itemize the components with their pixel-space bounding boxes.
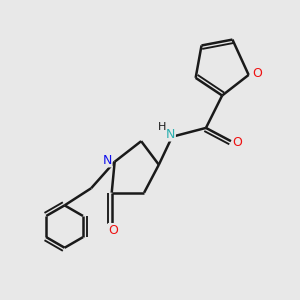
Text: O: O: [232, 136, 242, 149]
Text: H: H: [158, 122, 166, 132]
Text: O: O: [252, 67, 262, 80]
Text: N: N: [166, 128, 175, 141]
Text: O: O: [108, 224, 118, 237]
Text: N: N: [103, 154, 112, 167]
